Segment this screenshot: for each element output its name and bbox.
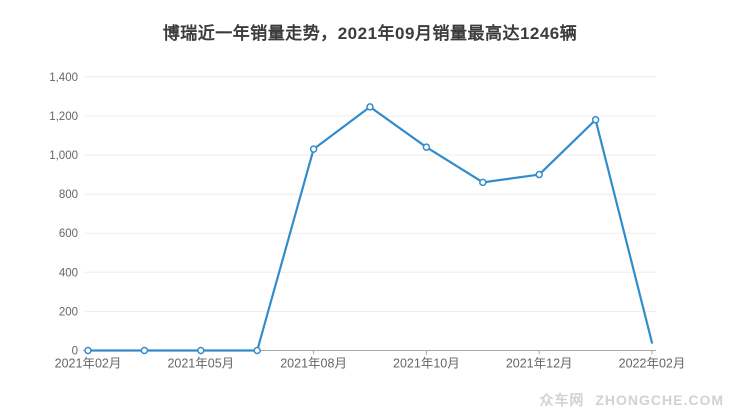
y-axis-label: 1,200 — [49, 111, 78, 123]
y-axis-label: 0 — [72, 346, 78, 358]
watermark-domain: ZHONGCHE.COM — [595, 392, 724, 408]
sales-trend-line — [86, 105, 654, 352]
data-point-marker[interactable] — [591, 116, 600, 124]
y-axis-label: 1,000 — [49, 150, 78, 162]
watermark-site-name: 众车网 — [539, 392, 585, 408]
x-axis-label: 2021年05月 — [167, 357, 234, 371]
y-axis-label: 800 — [59, 189, 78, 201]
y-axis-label: 600 — [59, 228, 78, 240]
y-axis-label: 1,400 — [49, 72, 78, 84]
data-point-marker[interactable] — [366, 103, 374, 111]
chart-title: 博瑞近一年销量走势，2021年09月销量最高达1246辆 — [162, 24, 578, 43]
data-point-marker[interactable] — [253, 346, 261, 355]
x-axis-label: 2021年12月 — [506, 357, 573, 371]
watermark: 众车网 ZHONGCHE.COM — [533, 390, 724, 410]
y-axis-label: 200 — [59, 306, 78, 318]
y-axis-label: 400 — [59, 267, 78, 279]
data-point-marker[interactable] — [140, 346, 149, 355]
data-point-marker[interactable] — [84, 346, 92, 355]
x-axis-label: 2021年10月 — [393, 357, 460, 371]
data-point-marker[interactable] — [422, 143, 431, 151]
x-axis-label: 2021年02月 — [55, 357, 122, 371]
data-point-marker[interactable] — [479, 178, 487, 187]
x-axis-label: 2021年08月 — [280, 357, 347, 371]
data-point-marker[interactable] — [309, 145, 318, 153]
x-axis-label: 2022年02月 — [619, 357, 686, 371]
data-point-marker[interactable] — [197, 346, 205, 355]
data-point-marker[interactable] — [535, 170, 543, 179]
